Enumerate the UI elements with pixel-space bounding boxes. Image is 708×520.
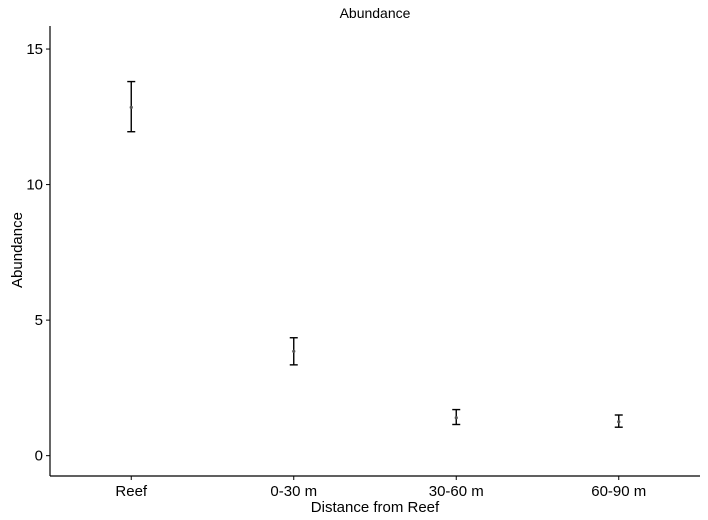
error-bar [289, 337, 298, 366]
y-axis-title: Abundance [9, 212, 26, 288]
error-bar [127, 80, 136, 133]
error-bars [127, 80, 623, 428]
y-tick-label: 5 [35, 312, 43, 329]
error-bar [614, 414, 623, 428]
mean-point [129, 105, 133, 109]
chart-title: Abundance [340, 5, 411, 21]
x-tick-label: 60-90 m [591, 483, 646, 500]
x-tick-label: 30-60 m [429, 483, 484, 500]
x-tick-label: 0-30 m [270, 483, 317, 500]
x-tick-label: Reef [115, 483, 148, 500]
y-ticks: 0 5 10 15 [26, 41, 50, 465]
mean-point [292, 349, 296, 353]
error-bar [452, 408, 461, 426]
y-tick-label: 0 [35, 448, 43, 465]
mean-point [617, 420, 621, 424]
y-tick-label: 10 [26, 177, 43, 194]
x-ticks: Reef 0-30 m 30-60 m 60-90 m [115, 476, 646, 500]
x-axis-title: Distance from Reef [311, 499, 440, 516]
y-tick-label: 15 [26, 41, 43, 58]
mean-point [454, 416, 458, 420]
